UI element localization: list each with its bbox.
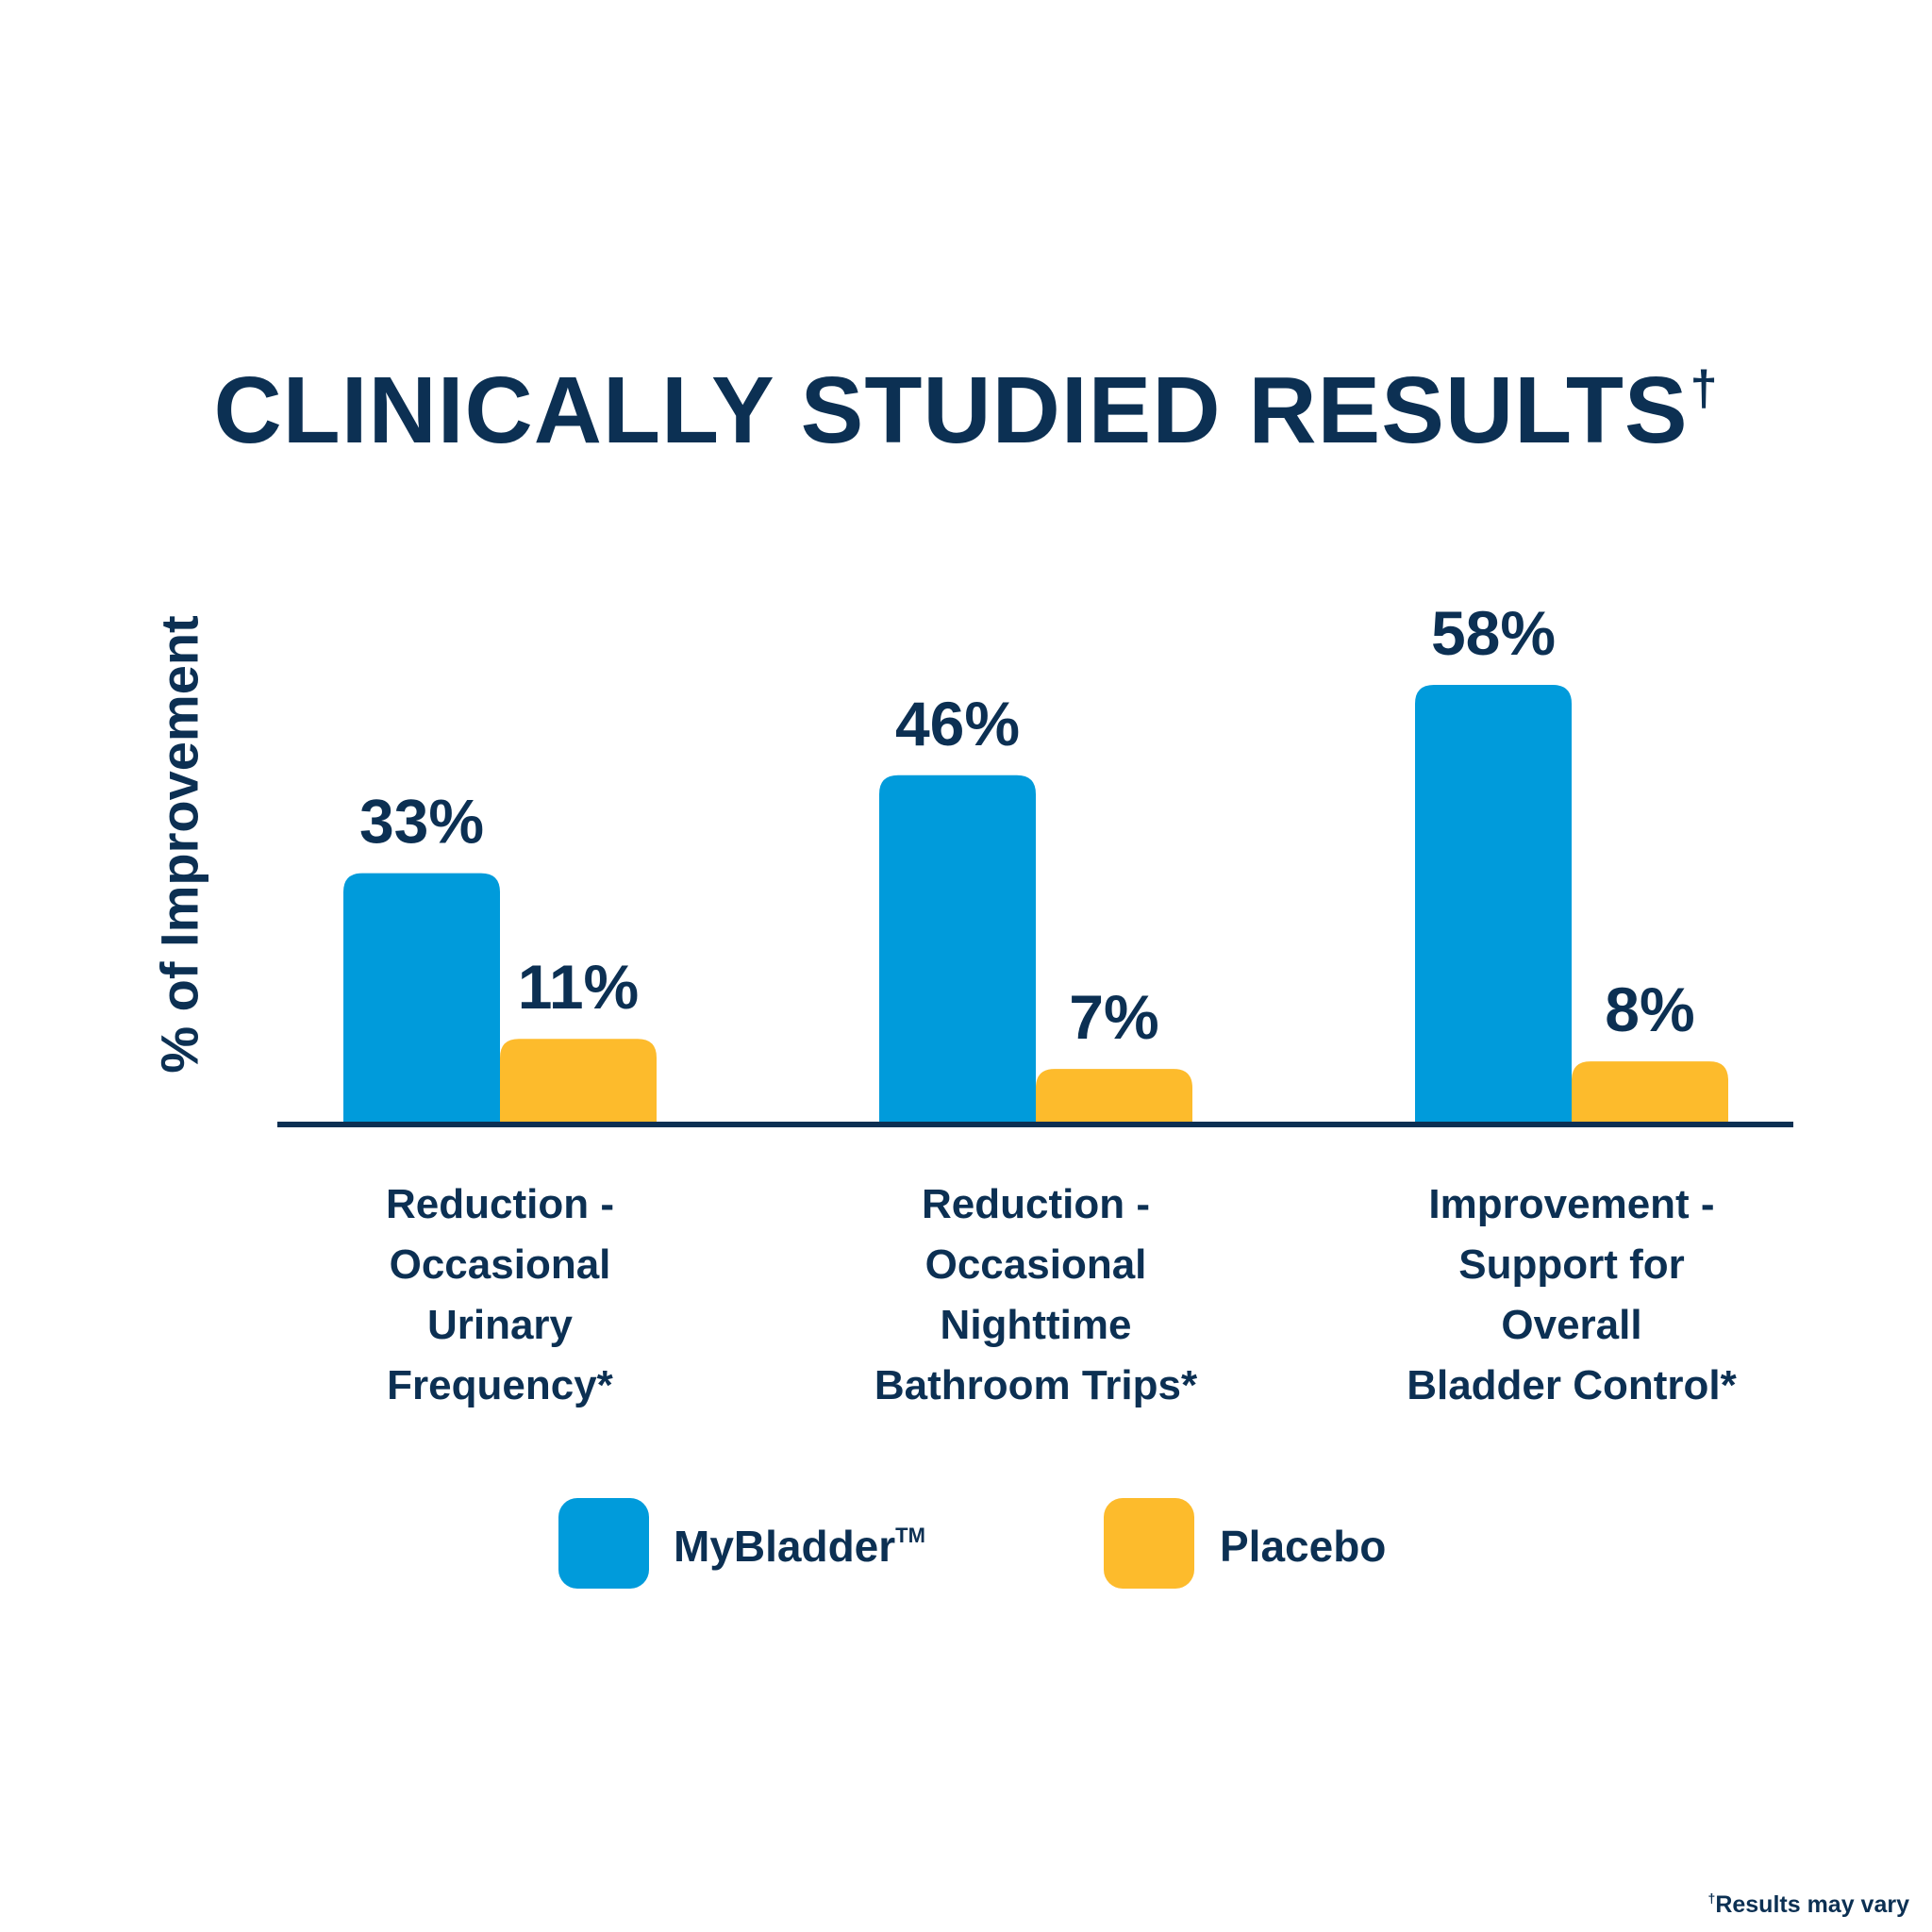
category-label-1: Reduction - Occasional Urinary Frequency* — [292, 1174, 708, 1416]
category-label-line: Reduction - — [922, 1181, 1150, 1227]
value-label-placebo-3: 8% — [1605, 974, 1694, 1044]
legend-text-placebo: Placebo — [1220, 1522, 1387, 1571]
category-label-line: Urinary — [426, 1302, 574, 1348]
category-label-line: Improvement - — [1428, 1181, 1715, 1227]
category-label-line: Nighttime — [940, 1302, 1132, 1348]
chart-title-text: CLINICALLY STUDIED RESULTS — [213, 358, 1689, 463]
bar-placebo-2 — [1036, 1069, 1192, 1122]
bar-mybladder-2 — [879, 774, 1036, 1122]
title-dagger: † — [1690, 361, 1719, 416]
trademark-mark: TM — [895, 1524, 925, 1547]
bar-placebo-3 — [1572, 1061, 1728, 1122]
bar-mybladder-3 — [1415, 685, 1572, 1122]
footnote-text: Results may vary — [1715, 1891, 1909, 1918]
value-label-placebo-2: 7% — [1069, 982, 1158, 1052]
legend-label-mybladder: MyBladderTM — [674, 1521, 925, 1572]
category-label-3: Improvement - Support for Overall Bladder C… — [1364, 1174, 1779, 1416]
category-label-line: Bladder Control* — [1407, 1362, 1737, 1408]
category-label-line: Occasional — [389, 1241, 611, 1288]
category-label-line: Support for — [1458, 1241, 1685, 1288]
bar-mybladder-1 — [343, 873, 500, 1122]
category-label-line: Frequency* — [387, 1362, 613, 1408]
footnote: †Results may vary — [1708, 1890, 1909, 1919]
category-label-line: Overall — [1501, 1302, 1642, 1348]
legend-swatch-mybladder — [558, 1498, 649, 1589]
value-labels-layer: 33% 11% 46% 7% 58% 8% — [359, 598, 1695, 1052]
category-label-line: Occasional — [924, 1241, 1147, 1288]
value-label-placebo-1: 11% — [518, 952, 639, 1022]
category-label-line: Bathroom Trips* — [874, 1362, 1198, 1408]
legend-swatch-placebo — [1104, 1498, 1194, 1589]
value-label-mybladder-2: 46% — [895, 689, 1020, 758]
category-label-line: Reduction - — [386, 1181, 614, 1227]
value-label-mybladder-1: 33% — [359, 787, 484, 857]
chart-title: CLINICALLY STUDIED RESULTS† — [0, 357, 1932, 465]
value-label-mybladder-3: 58% — [1431, 598, 1556, 668]
legend-label-placebo: Placebo — [1220, 1521, 1386, 1572]
category-label-2: Reduction - Occasional Nighttime Bathroom T… — [828, 1174, 1243, 1416]
legend-text-mybladder: MyBladder — [674, 1522, 896, 1571]
footnote-dagger: † — [1707, 1890, 1716, 1906]
bar-placebo-1 — [500, 1039, 657, 1122]
bars-layer — [343, 685, 1728, 1122]
